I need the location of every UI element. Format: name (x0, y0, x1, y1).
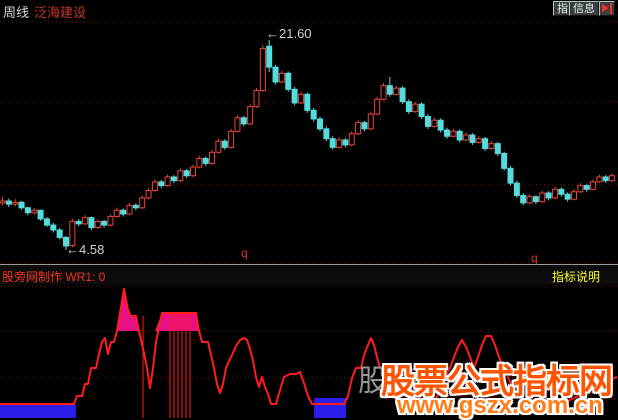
low-price-label: ←4.58 (66, 242, 105, 257)
signal-q-marker: q (531, 251, 538, 265)
candlestick-chart[interactable] (0, 18, 618, 264)
indicator-title-label: 股旁网制作 WR1: 0 (2, 270, 106, 284)
info-button[interactable]: 信息 (569, 1, 599, 16)
signal-q-marker: q (241, 246, 248, 260)
watermark-title: 股票公式指标网 (381, 363, 613, 401)
indicator-help-link[interactable]: 指标说明 (552, 270, 601, 284)
title-bar: 周线 泛海建设 指 信息 (0, 0, 618, 20)
stock-name-label: 泛海建设 (34, 5, 87, 20)
pane-splitter[interactable]: 股旁网制作 WR1: 0 指标说明 (0, 264, 618, 284)
ghost-watermark-text: 股旁 (358, 365, 418, 398)
indicator-panel[interactable] (0, 284, 618, 420)
high-price-label: ←21.60 (266, 26, 312, 41)
arrow-right-icon (602, 4, 609, 12)
watermark-url: www.gszx.com.cn (397, 392, 603, 419)
period-label: 周线 (3, 5, 30, 20)
arrow-bar-icon (610, 3, 612, 14)
jump-to-latest-button[interactable] (599, 1, 615, 16)
